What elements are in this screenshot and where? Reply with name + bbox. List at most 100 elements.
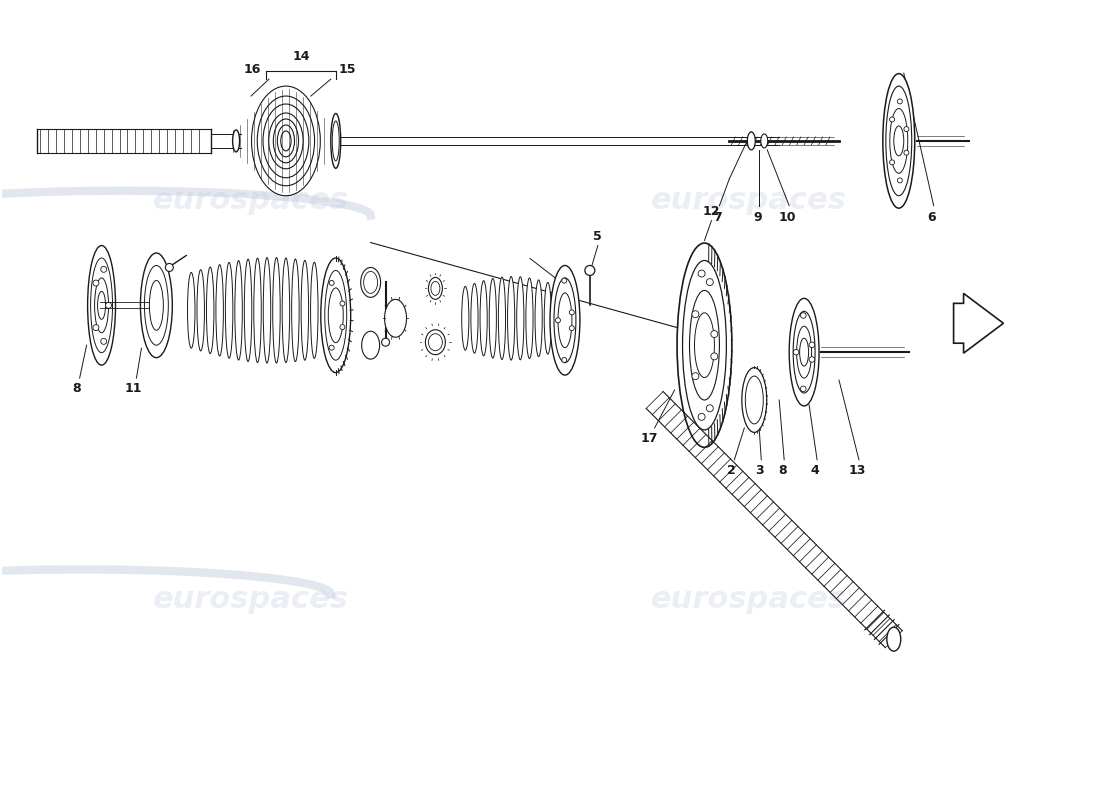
Circle shape (793, 350, 799, 355)
Circle shape (101, 338, 107, 344)
Text: 8: 8 (73, 382, 81, 395)
Ellipse shape (187, 273, 195, 348)
Ellipse shape (558, 293, 572, 348)
Circle shape (106, 302, 111, 308)
Circle shape (562, 358, 566, 362)
Circle shape (92, 280, 99, 286)
Ellipse shape (254, 258, 262, 362)
Text: 5: 5 (594, 230, 602, 242)
Ellipse shape (277, 125, 295, 157)
Ellipse shape (428, 278, 442, 299)
Ellipse shape (761, 134, 768, 148)
Circle shape (692, 310, 698, 318)
Ellipse shape (517, 277, 524, 360)
Text: 17: 17 (641, 432, 659, 445)
Circle shape (801, 313, 806, 318)
Ellipse shape (252, 86, 320, 196)
Ellipse shape (682, 261, 726, 430)
Text: 12: 12 (703, 205, 720, 218)
Text: 1: 1 (563, 290, 572, 303)
Text: 13: 13 (848, 464, 866, 477)
Text: 2: 2 (727, 464, 736, 477)
Ellipse shape (310, 262, 318, 358)
Ellipse shape (141, 253, 173, 358)
Ellipse shape (273, 119, 298, 163)
Ellipse shape (471, 283, 478, 353)
Ellipse shape (480, 281, 487, 356)
Text: 16: 16 (243, 63, 261, 76)
Circle shape (698, 414, 705, 420)
Ellipse shape (226, 262, 233, 358)
Ellipse shape (90, 258, 112, 353)
Circle shape (890, 160, 894, 165)
Ellipse shape (887, 627, 901, 651)
Circle shape (101, 266, 107, 272)
Circle shape (706, 278, 713, 286)
Ellipse shape (321, 258, 351, 373)
Ellipse shape (98, 291, 106, 319)
Circle shape (898, 99, 902, 104)
Ellipse shape (362, 331, 380, 359)
Text: 7: 7 (713, 210, 722, 224)
Ellipse shape (789, 298, 820, 406)
Circle shape (711, 353, 718, 360)
Ellipse shape (88, 246, 116, 365)
Circle shape (165, 263, 174, 271)
Ellipse shape (431, 282, 440, 295)
Circle shape (890, 117, 894, 122)
Text: eurospaces: eurospaces (651, 186, 847, 215)
Text: 14: 14 (293, 50, 309, 63)
Ellipse shape (95, 278, 109, 333)
Ellipse shape (544, 282, 551, 354)
Ellipse shape (331, 114, 341, 168)
Ellipse shape (886, 86, 912, 196)
Ellipse shape (554, 278, 576, 362)
Ellipse shape (462, 286, 469, 350)
Polygon shape (954, 294, 1003, 353)
Ellipse shape (793, 311, 815, 393)
Ellipse shape (150, 281, 163, 330)
Ellipse shape (283, 258, 289, 362)
Circle shape (92, 325, 99, 330)
Circle shape (562, 278, 566, 283)
Circle shape (556, 318, 561, 322)
Ellipse shape (385, 299, 407, 338)
Ellipse shape (550, 266, 580, 375)
Circle shape (698, 270, 705, 277)
Circle shape (904, 126, 909, 132)
Circle shape (810, 342, 815, 348)
Ellipse shape (800, 338, 808, 366)
Ellipse shape (894, 126, 904, 156)
Ellipse shape (796, 326, 812, 378)
Ellipse shape (144, 266, 168, 345)
Ellipse shape (273, 258, 280, 363)
Circle shape (382, 338, 389, 346)
Ellipse shape (361, 267, 381, 298)
Ellipse shape (746, 376, 763, 424)
Ellipse shape (332, 121, 339, 161)
Ellipse shape (263, 258, 271, 363)
Ellipse shape (232, 130, 240, 152)
Text: eurospaces: eurospaces (153, 585, 349, 614)
Ellipse shape (883, 74, 915, 208)
Ellipse shape (328, 288, 343, 342)
Ellipse shape (257, 96, 315, 186)
Circle shape (706, 405, 713, 412)
Text: eurospaces: eurospaces (651, 585, 847, 614)
Ellipse shape (268, 113, 304, 169)
Circle shape (904, 150, 909, 155)
Ellipse shape (197, 270, 205, 351)
Ellipse shape (553, 286, 561, 351)
Ellipse shape (526, 278, 534, 358)
Ellipse shape (301, 260, 309, 360)
Circle shape (711, 330, 718, 338)
Ellipse shape (747, 132, 756, 150)
Text: 3: 3 (755, 464, 763, 477)
Ellipse shape (426, 330, 446, 354)
Ellipse shape (694, 313, 714, 378)
Circle shape (570, 310, 574, 315)
Ellipse shape (690, 290, 719, 400)
Circle shape (692, 373, 698, 380)
Ellipse shape (490, 278, 496, 358)
Text: eurospaces: eurospaces (153, 186, 349, 215)
